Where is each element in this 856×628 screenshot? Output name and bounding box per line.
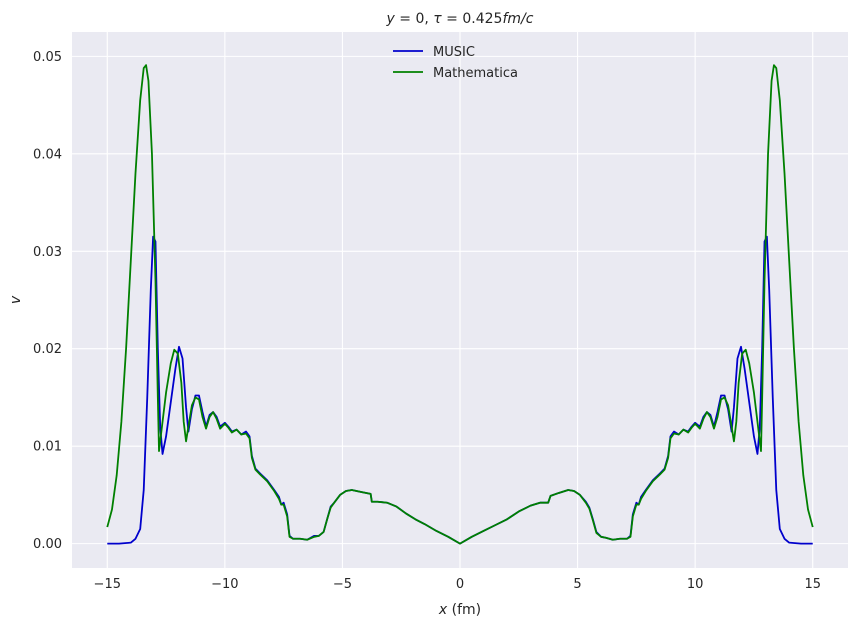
series-lines <box>106 64 814 545</box>
x-tick-label: 5 <box>573 577 581 592</box>
series-line-mathematica <box>106 64 814 545</box>
y-tick-label: 0.05 <box>33 50 62 65</box>
x-axis-label: x (fm) <box>438 602 481 618</box>
y-tick-label: 0.01 <box>33 440 62 455</box>
x-tick-label: 10 <box>687 577 704 592</box>
y-axis-label: v <box>8 295 24 304</box>
legend: MUSIC Mathematica <box>393 45 518 81</box>
x-tick-label: −10 <box>211 577 238 592</box>
x-tick-label: 15 <box>804 577 821 592</box>
y-tick-label: 0.04 <box>33 147 62 162</box>
chart-title: y = 0, τ = 0.425fm/c <box>386 11 534 27</box>
y-tick-label: 0.03 <box>33 245 62 260</box>
x-tick-label: 0 <box>456 577 464 592</box>
grid-lines <box>72 32 848 568</box>
x-axis-ticks: −15 −10 −5 0 5 10 15 <box>94 577 821 592</box>
x-tick-label: −5 <box>333 577 352 592</box>
y-tick-label: 0.00 <box>33 537 62 552</box>
y-tick-label: 0.02 <box>33 342 62 357</box>
y-axis-ticks: 0.00 0.01 0.02 0.03 0.04 0.05 <box>33 50 62 552</box>
legend-label-music: MUSIC <box>433 45 475 60</box>
legend-label-mathematica: Mathematica <box>433 66 518 81</box>
x-tick-label: −15 <box>94 577 121 592</box>
